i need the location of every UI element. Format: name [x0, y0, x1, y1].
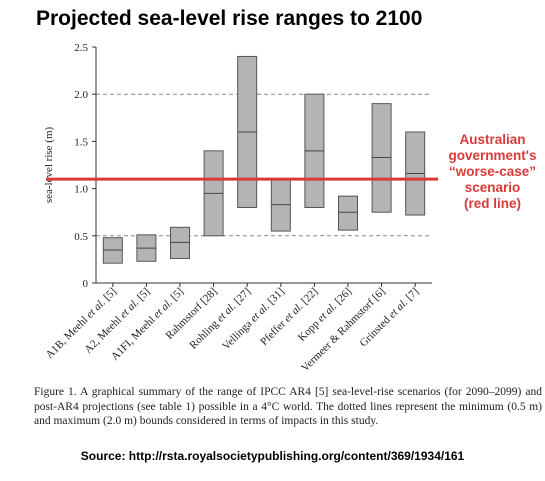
y-tick-label: 1.0 — [74, 184, 88, 196]
range-bar — [338, 195, 358, 231]
y-axis-label: sea-level rise (m) — [43, 126, 55, 203]
annotation-line: (red line) — [463, 196, 521, 211]
x-tick-label: Rohling et al. [27] — [187, 286, 253, 352]
y-tick-label: 0 — [83, 278, 89, 290]
annotation-line: government's — [448, 148, 537, 163]
source-citation: Source: http://rsta.royalsocietypublishi… — [80, 449, 465, 463]
x-tick-label: Pfeffer et al. [22] — [258, 286, 320, 348]
annotation-line: Australian — [459, 132, 526, 147]
chart-title: Projected sea-level rise ranges to 2100 — [36, 7, 423, 30]
y-tick-label: 2.5 — [74, 42, 88, 54]
x-tick-label: Grinsted et al. [7] — [358, 286, 422, 350]
annotation-line: “worse-case” — [448, 164, 537, 179]
worst-case-annotation: Australian government's “worse-case” sce… — [440, 132, 545, 212]
figure-caption: Figure 1. A graphical summary of the ran… — [34, 386, 542, 427]
y-tick-label: 2.0 — [74, 89, 88, 101]
annotation-line: scenario — [464, 180, 521, 195]
y-tick-label: 1.5 — [74, 136, 88, 148]
y-tick-label: 0.5 — [74, 231, 88, 243]
x-tick-label: Vellinga et al. [31] — [220, 286, 287, 353]
